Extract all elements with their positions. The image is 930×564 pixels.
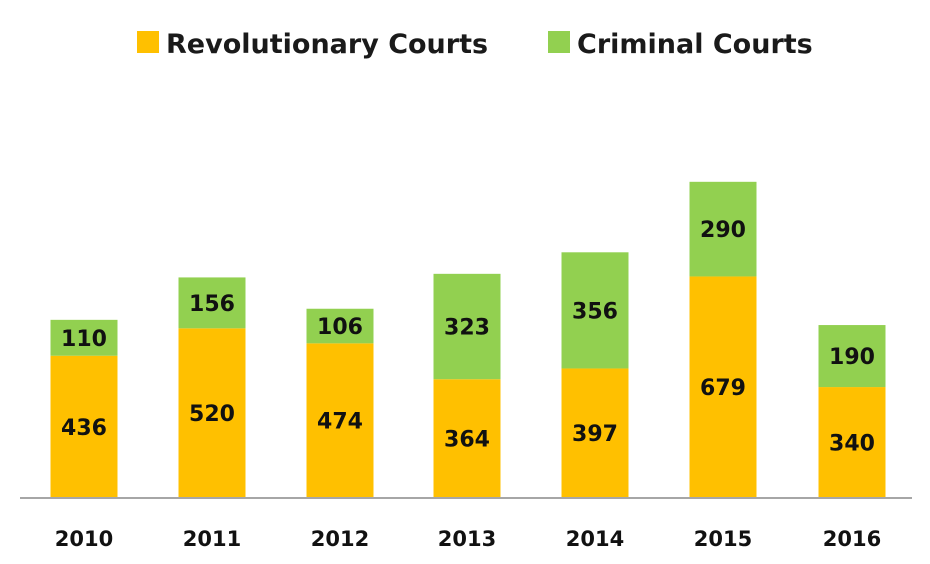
plot-area: 436 110 520 156 474 106 364 323 397 356 679 290 340 1… <box>50 181 886 498</box>
data-label-revolutionary-2011: 520 <box>189 402 235 427</box>
bar-revolutionary-2012 <box>306 343 374 498</box>
bar-revolutionary-2016 <box>818 387 886 498</box>
bar-criminal-2014 <box>561 252 629 369</box>
data-label-criminal-2013: 323 <box>444 316 490 341</box>
data-label-criminal-2011: 156 <box>189 292 235 317</box>
bar-criminal-2011 <box>178 277 246 329</box>
data-label-criminal-2010: 110 <box>61 327 107 352</box>
x-tick-label-2013: 2013 <box>438 527 496 551</box>
data-label-criminal-2016: 190 <box>829 345 875 370</box>
x-tick-label-2016: 2016 <box>823 527 881 551</box>
legend-label-criminal: Criminal Courts <box>577 29 813 60</box>
data-label-revolutionary-2014: 397 <box>572 422 618 447</box>
x-tick-label-2015: 2015 <box>694 527 752 551</box>
data-label-criminal-2012: 106 <box>317 315 363 340</box>
data-label-revolutionary-2010: 436 <box>61 416 107 441</box>
bar-revolutionary-2014 <box>561 368 629 498</box>
bar-revolutionary-2013 <box>433 379 501 498</box>
data-label-revolutionary-2013: 364 <box>444 428 490 453</box>
bar-criminal-2015 <box>689 181 757 277</box>
x-axis-ticks: 2010 2011 2012 2013 2014 2015 2016 <box>55 527 881 551</box>
data-label-revolutionary-2016: 340 <box>829 432 875 457</box>
legend-swatch-criminal <box>548 31 570 53</box>
data-label-criminal-2015: 290 <box>700 218 746 243</box>
data-label-criminal-2014: 356 <box>572 299 618 324</box>
bar-criminal-2013 <box>433 273 501 380</box>
bar-criminal-2012 <box>306 308 374 344</box>
bar-revolutionary-2010 <box>50 355 118 498</box>
data-label-revolutionary-2015: 679 <box>700 376 746 401</box>
legend: Revolutionary Courts Criminal Courts <box>137 29 813 60</box>
x-tick-label-2011: 2011 <box>183 527 241 551</box>
x-tick-label-2014: 2014 <box>566 527 624 551</box>
bar-criminal-2010 <box>50 319 118 356</box>
data-label-revolutionary-2012: 474 <box>317 410 363 435</box>
x-tick-label-2010: 2010 <box>55 527 113 551</box>
bar-revolutionary-2011 <box>178 328 246 498</box>
x-tick-label-2012: 2012 <box>311 527 369 551</box>
bar-revolutionary-2015 <box>689 276 757 498</box>
legend-swatch-revolutionary <box>137 31 159 53</box>
legend-label-revolutionary: Revolutionary Courts <box>166 29 488 60</box>
bar-criminal-2016 <box>818 325 886 388</box>
